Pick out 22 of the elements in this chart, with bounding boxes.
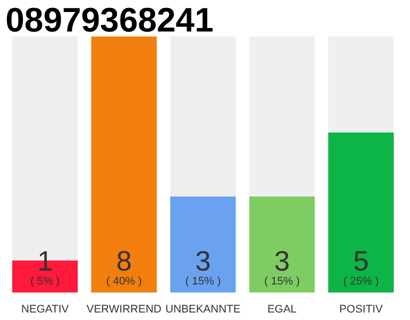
bar — [170, 196, 236, 292]
data-label: 3 — [274, 246, 290, 276]
annotation: ( 15% ) — [185, 276, 221, 288]
x-tick-label: POSITIV — [339, 304, 384, 316]
x-tick-label: EGAL — [267, 304, 297, 316]
annotation: ( 40% ) — [106, 276, 142, 288]
x-tick-label: NEGATIV — [21, 304, 70, 316]
bar — [249, 196, 315, 292]
x-tick-label: UNBEKANNTE — [165, 304, 241, 316]
bar — [328, 132, 394, 292]
bar — [249, 36, 315, 196]
data-label: 5 — [353, 246, 369, 276]
annotation: ( 5% ) — [30, 276, 60, 288]
chart-title: 08979368241 — [6, 2, 214, 40]
annotation: ( 25% ) — [343, 276, 379, 288]
bar — [91, 36, 157, 292]
data-label: 8 — [116, 246, 132, 276]
data-label: 3 — [195, 246, 211, 276]
x-tick-label: VERWIRREND — [86, 304, 162, 316]
bar — [328, 36, 394, 132]
bar — [170, 36, 236, 196]
annotation: ( 15% ) — [264, 276, 300, 288]
